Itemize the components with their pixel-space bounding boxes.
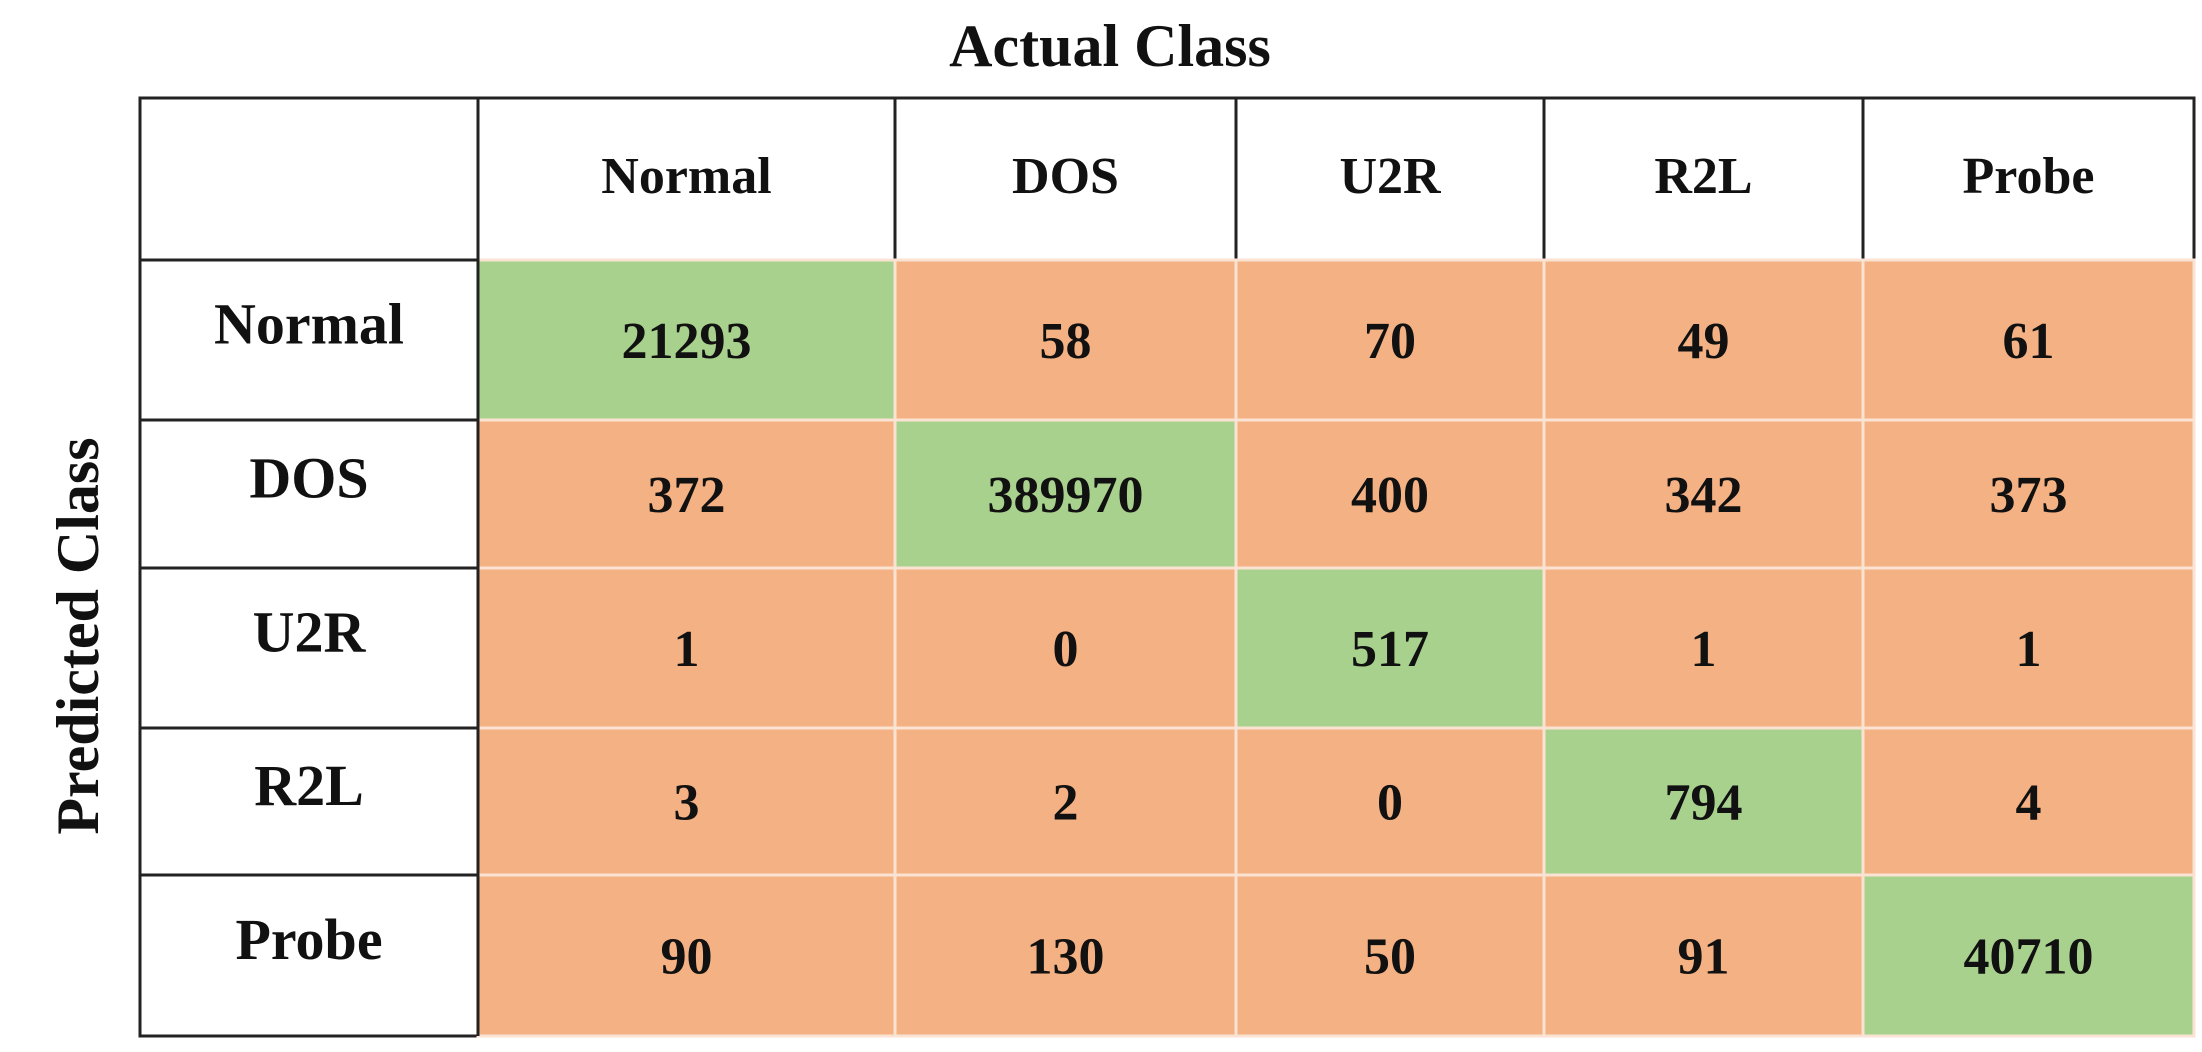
correct-cell <box>1542 726 1865 877</box>
cell-value: 49 <box>1678 313 1730 370</box>
column-header-cell <box>893 96 1238 262</box>
cell-value: 372 <box>648 467 726 524</box>
row-header: U2R <box>253 599 367 664</box>
corner-cell <box>138 96 480 262</box>
cell-value: 70 <box>1364 313 1416 370</box>
cell-value: 0 <box>1377 774 1403 831</box>
error-cell <box>1861 418 2196 570</box>
column-header: DOS <box>1012 148 1119 205</box>
error-cell <box>1861 726 2196 877</box>
column-header-cell <box>476 96 897 262</box>
error-cell <box>476 566 897 730</box>
row-header: Normal <box>214 291 404 356</box>
row-header: Probe <box>235 907 382 972</box>
row-axis-title: Predicted Class <box>45 437 111 834</box>
cell-value: 794 <box>1665 774 1743 831</box>
cell-value: 61 <box>2003 313 2055 370</box>
error-cell <box>1542 418 1865 570</box>
cell-value: 3 <box>674 774 700 831</box>
column-header: U2R <box>1339 148 1442 205</box>
error-cell <box>1542 873 1865 1038</box>
correct-cell <box>893 418 1238 570</box>
column-header-cell <box>1861 96 2196 262</box>
column-axis-title: Actual Class <box>949 13 1271 79</box>
cell-value: 373 <box>1990 467 2068 524</box>
error-cell <box>476 873 897 1038</box>
column-header: Probe <box>1963 148 2095 205</box>
error-cell <box>893 566 1238 730</box>
error-cell <box>1542 258 1865 422</box>
row-header-cell <box>138 258 480 422</box>
error-cell <box>1234 726 1546 877</box>
correct-cell <box>1861 873 2196 1038</box>
row-header: DOS <box>249 445 368 510</box>
row-header-cell <box>138 418 480 570</box>
cell-value: 1 <box>1691 621 1717 678</box>
cell-value: 21293 <box>622 313 752 370</box>
row-header: R2L <box>254 753 364 818</box>
column-header: Normal <box>601 148 771 205</box>
cell-value: 389970 <box>988 467 1144 524</box>
cell-value: 342 <box>1665 467 1743 524</box>
cell-value: 2 <box>1053 774 1079 831</box>
column-header: R2L <box>1654 148 1752 205</box>
column-header-cell <box>1234 96 1546 262</box>
cell-value: 400 <box>1351 467 1429 524</box>
cell-value: 130 <box>1027 928 1105 985</box>
cell-value: 50 <box>1364 928 1416 985</box>
cell-value: 1 <box>674 621 700 678</box>
error-cell <box>1861 566 2196 730</box>
error-cell <box>893 258 1238 422</box>
error-cell <box>1861 258 2196 422</box>
cell-value: 40710 <box>1964 928 2094 985</box>
error-cell <box>1542 566 1865 730</box>
correct-cell <box>1234 566 1546 730</box>
error-cell <box>476 418 897 570</box>
cell-value: 91 <box>1678 928 1730 985</box>
row-header-cell <box>138 566 480 730</box>
cell-value: 90 <box>661 928 713 985</box>
column-header-cell <box>1542 96 1865 262</box>
error-cell <box>476 726 897 877</box>
cell-value: 1 <box>2016 621 2042 678</box>
cell-value: 517 <box>1351 621 1429 678</box>
cell-value: 0 <box>1053 621 1079 678</box>
cell-value: 58 <box>1040 313 1092 370</box>
cell-value: 4 <box>2016 774 2042 831</box>
